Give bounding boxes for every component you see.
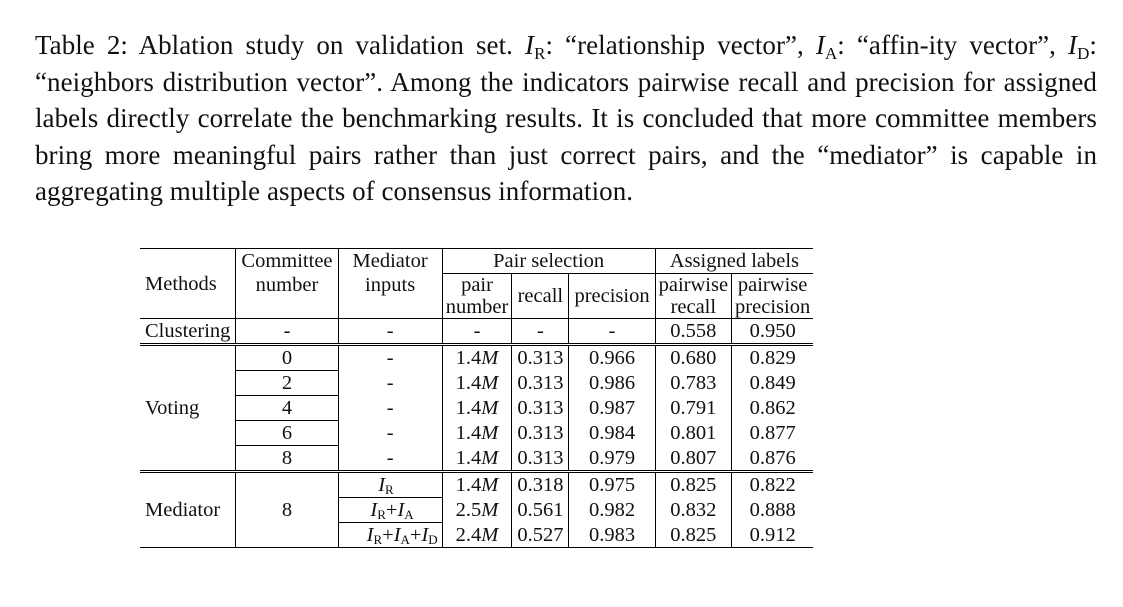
table-cell: 0.832 [655, 497, 733, 523]
table-cell: 2.5M [442, 497, 513, 523]
table-cell: - [568, 318, 656, 345]
table-row-voting: Voting 0 - 1.4M 0.313 0.966 0.680 0.829 [140, 343, 814, 472]
id-subscript: D [1077, 44, 1090, 63]
table-cell: 0.982 [568, 497, 656, 523]
table-cell: 1.4M [442, 370, 513, 396]
header-pair-number: pair number [442, 273, 513, 319]
table-cell: 0.986 [568, 370, 656, 396]
table-cell: - [442, 318, 513, 345]
table-cell: - [338, 343, 443, 371]
table-cell: 4 [235, 395, 339, 421]
table-cell: 0.966 [568, 343, 656, 371]
table-cell: 0.313 [511, 370, 570, 396]
table-cell: 0.313 [511, 395, 570, 421]
table-cell: - [338, 395, 443, 421]
table-cell: 0.979 [568, 445, 656, 472]
table-cell: 0.984 [568, 420, 656, 446]
table-cell: 2.4M [442, 522, 513, 548]
table-cell: - [338, 420, 443, 446]
table-cell: 0.975 [568, 470, 656, 498]
table-cell: 1.4M [442, 343, 513, 371]
caption-label: Table 2: [35, 30, 128, 60]
table-cell: 0.849 [749, 372, 796, 394]
table-cell: 0.313 [511, 445, 570, 472]
ir-subscript: R [534, 44, 546, 63]
table-cell: 2 [235, 370, 339, 396]
method-clustering: Clustering [140, 318, 237, 345]
table-row-mediator: IR+IA+ID 2.4M 0.527 0.983 0.825 0.912 [140, 522, 814, 548]
table-cell: 0 [235, 343, 339, 371]
header-recall: recall [511, 273, 570, 319]
table-cell: 0.318 [511, 470, 570, 498]
table-cell: 0.877 [749, 422, 796, 444]
table-cell: 0.825 [655, 522, 733, 548]
table-cell: 8 [235, 445, 339, 472]
header-methods: Methods [140, 248, 237, 319]
ia-description: : “affin-ity vector”, [837, 30, 1056, 60]
table-row-clustering: Clustering - - - - - 0.558 0.950 [140, 318, 813, 345]
header-mediator-inputs: Mediator inputs [338, 248, 443, 319]
table-cell: 0.825 [655, 470, 733, 498]
table-row-voting: 4 - 1.4M 0.313 0.987 0.791 0.862 [140, 395, 813, 421]
table-cell: 1.4M [442, 470, 513, 498]
table-cell: 0.527 [511, 522, 570, 548]
mediator-input-ir-ia: IR+IA [338, 497, 443, 523]
table-cell: 1.4M [442, 395, 513, 421]
table-row-mediator: Mediator 8 IR 1.4M 0.318 0.975 0.825 0.8… [140, 470, 814, 548]
caption-intro: Ablation study on validation set. [138, 30, 513, 60]
table-cell: 0.807 [655, 445, 733, 472]
table-cell: 0.987 [568, 395, 656, 421]
table-cell: 1.4M [442, 445, 513, 472]
table-cell: - [338, 445, 443, 472]
table-cell: 0.791 [655, 395, 733, 421]
method-mediator: Mediator [140, 470, 237, 548]
table-cell: 0.558 [655, 318, 733, 345]
ablation-table: Methods Committee number Mediator inputs P… [140, 248, 814, 548]
table-cell: 0.888 [749, 499, 796, 521]
table-cell: 0.313 [511, 343, 570, 371]
table-row-mediator: IR+IA 2.5M 0.561 0.982 0.832 0.888 [140, 497, 813, 523]
mediator-input-ir-ia-id: IR+IA+ID [337, 522, 443, 548]
table-cell: - [511, 318, 570, 345]
table-cell: 0.680 [655, 343, 733, 371]
table-row-voting: 8 - 1.4M 0.313 0.979 0.807 0.876 [140, 445, 814, 472]
table-cell: 1.4M [442, 420, 513, 446]
table-cell: 0.561 [511, 497, 570, 523]
id-symbol: I [1068, 30, 1078, 60]
table-cell: - [235, 318, 339, 345]
ir-description: : “relationship vector”, [545, 30, 804, 60]
table-cell: 0.862 [749, 397, 796, 419]
table-cell: 0.912 [731, 522, 814, 548]
header-pair-selection: Pair selection [442, 248, 656, 274]
table-cell: 6 [235, 420, 339, 446]
method-voting: Voting [140, 343, 237, 472]
table-cell: 0.801 [655, 420, 733, 446]
table-cell: - [338, 370, 443, 396]
header-committee-number: Committee number [235, 248, 339, 319]
id-description: : “neighbors distribution vector”. [35, 30, 1097, 97]
header-assigned-labels: Assigned labels [655, 248, 814, 274]
table-subheader-row: pair number recall precision pairwise reca… [140, 273, 814, 319]
table-cell: 8 [235, 470, 339, 548]
table-header-row: Methods Committee number Mediator inputs P… [140, 248, 814, 319]
header-pairwise-recall: pairwise recall [655, 273, 733, 319]
table-cell: 0.822 [731, 470, 814, 498]
table-cell: 0.829 [731, 343, 814, 371]
ia-subscript: A [824, 44, 838, 63]
header-pairwise-precision: pairwise precision [731, 273, 814, 319]
table-row-voting: 6 - 1.4M 0.313 0.984 0.801 0.877 [140, 420, 813, 446]
ir-symbol: I [525, 30, 535, 60]
table-row-voting: 2 - 1.4M 0.313 0.986 0.783 0.849 [140, 370, 813, 396]
table-cell: 0.983 [568, 522, 656, 548]
ia-symbol: I [815, 30, 825, 60]
caption-conclusion: Among the indicators pairwise recall and… [35, 66, 1097, 207]
header-precision: precision [568, 273, 656, 319]
table-cell: 0.950 [749, 320, 796, 342]
mediator-input-ir: IR [338, 470, 443, 498]
table-cell: 0.876 [731, 445, 814, 472]
table-cell: 0.313 [511, 420, 570, 446]
table-cell: 0.783 [655, 370, 733, 396]
table-cell: - [338, 318, 443, 345]
table-caption: Table 2: Ablation study on validation se… [35, 27, 1097, 210]
